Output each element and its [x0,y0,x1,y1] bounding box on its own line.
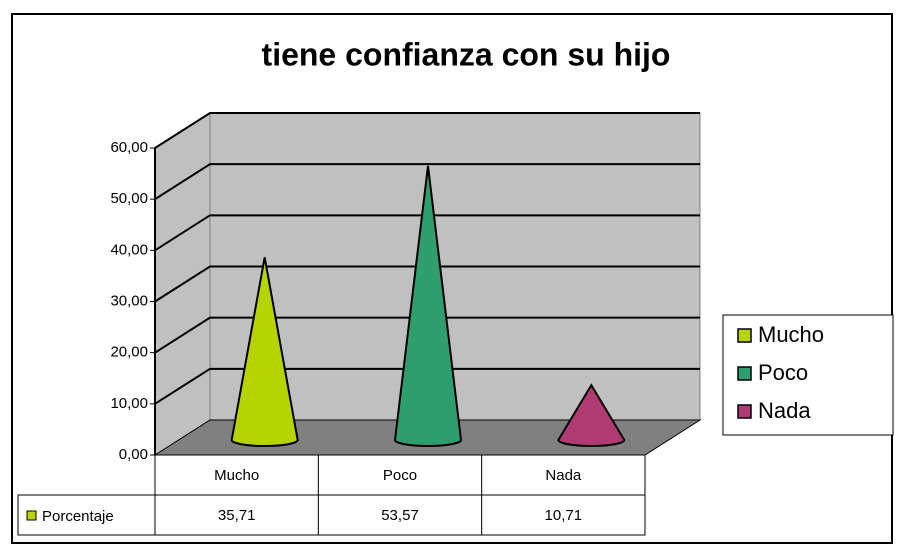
cone-body [557,383,626,447]
legend-label: Nada [758,398,811,423]
cone-body [393,165,463,447]
table-category: Mucho [214,467,259,484]
cone [230,257,299,447]
table-row [17,494,646,536]
grid-line [154,265,700,303]
table-category: Poco [383,467,417,484]
legend-key [737,366,752,381]
y-tick-label: 20,00 [110,344,148,361]
y-tick-label: 50,00 [110,190,148,207]
legend-key [737,404,752,419]
y-tick-label: 60,00 [110,139,148,156]
grid-line [154,316,700,354]
grid-line [154,112,700,149]
chart-title: tiene confianza con su hijo [262,36,671,72]
y-tick-label: 30,00 [110,292,148,309]
grid-line [154,163,700,201]
legend-key [737,328,752,343]
grid-line [154,214,700,252]
table-category: Nada [545,467,582,484]
table-value: 10,71 [545,507,583,524]
table-value: 35,71 [218,507,256,524]
table-key [26,510,37,521]
table-series-name: Porcentaje [42,508,114,525]
grid-line [154,367,700,405]
cone [393,165,463,447]
y-tick-label: 40,00 [110,241,148,258]
y-tick-label: 0,00 [119,446,148,463]
y-tick-label: 10,00 [110,395,148,412]
legend-label: Mucho [758,322,824,347]
legend-label: Poco [758,360,808,385]
cone-body [230,257,299,447]
table-value: 53,57 [381,507,419,524]
cone [557,383,626,447]
